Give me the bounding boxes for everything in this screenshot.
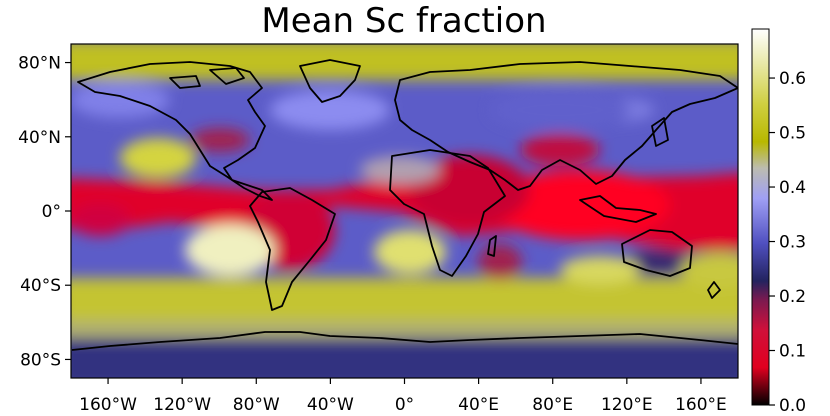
colorbar-tick-label: 0.3 [779,233,806,253]
x-tick-label: 160°E [675,395,727,415]
y-tick-label: 40°N [18,128,61,148]
y-tick-label: 0° [42,202,61,222]
x-tick-label: 160°W [79,395,137,415]
heatmap-field [71,44,738,378]
chart-title: Mean Sc fraction [261,1,546,41]
x-axis: 160°W 120°W 80°W 40°W 0° 40°E 80°E 120°E 160°E [79,378,727,415]
colorbar [751,28,770,406]
x-tick-label: 40°W [307,395,354,415]
colorbar-tick-label: 0.1 [779,342,806,362]
colorbar-tick-label: 0.4 [779,178,806,198]
y-tick-label: 80°S [20,350,61,370]
colorbar-tick-label: 0.0 [779,396,806,416]
x-tick-label: 120°E [601,395,653,415]
x-tick-label: 80°W [233,395,280,415]
y-tick-label: 40°S [20,276,61,296]
x-tick-label: 40°E [458,395,499,415]
colorbar-tick-label: 0.5 [779,124,806,144]
x-tick-label: 80°E [532,395,573,415]
x-tick-label: 0° [395,395,414,415]
y-tick-label: 80°N [18,54,61,74]
x-tick-label: 120°W [153,395,211,415]
colorbar-tick-label: 0.6 [779,69,806,89]
y-axis: 80°N 40°N 0° 40°S 80°S [18,54,71,370]
colorbar-axis: 0.0 0.1 0.2 0.3 0.4 0.5 0.6 [769,69,806,416]
colorbar-tick-label: 0.2 [779,287,806,307]
